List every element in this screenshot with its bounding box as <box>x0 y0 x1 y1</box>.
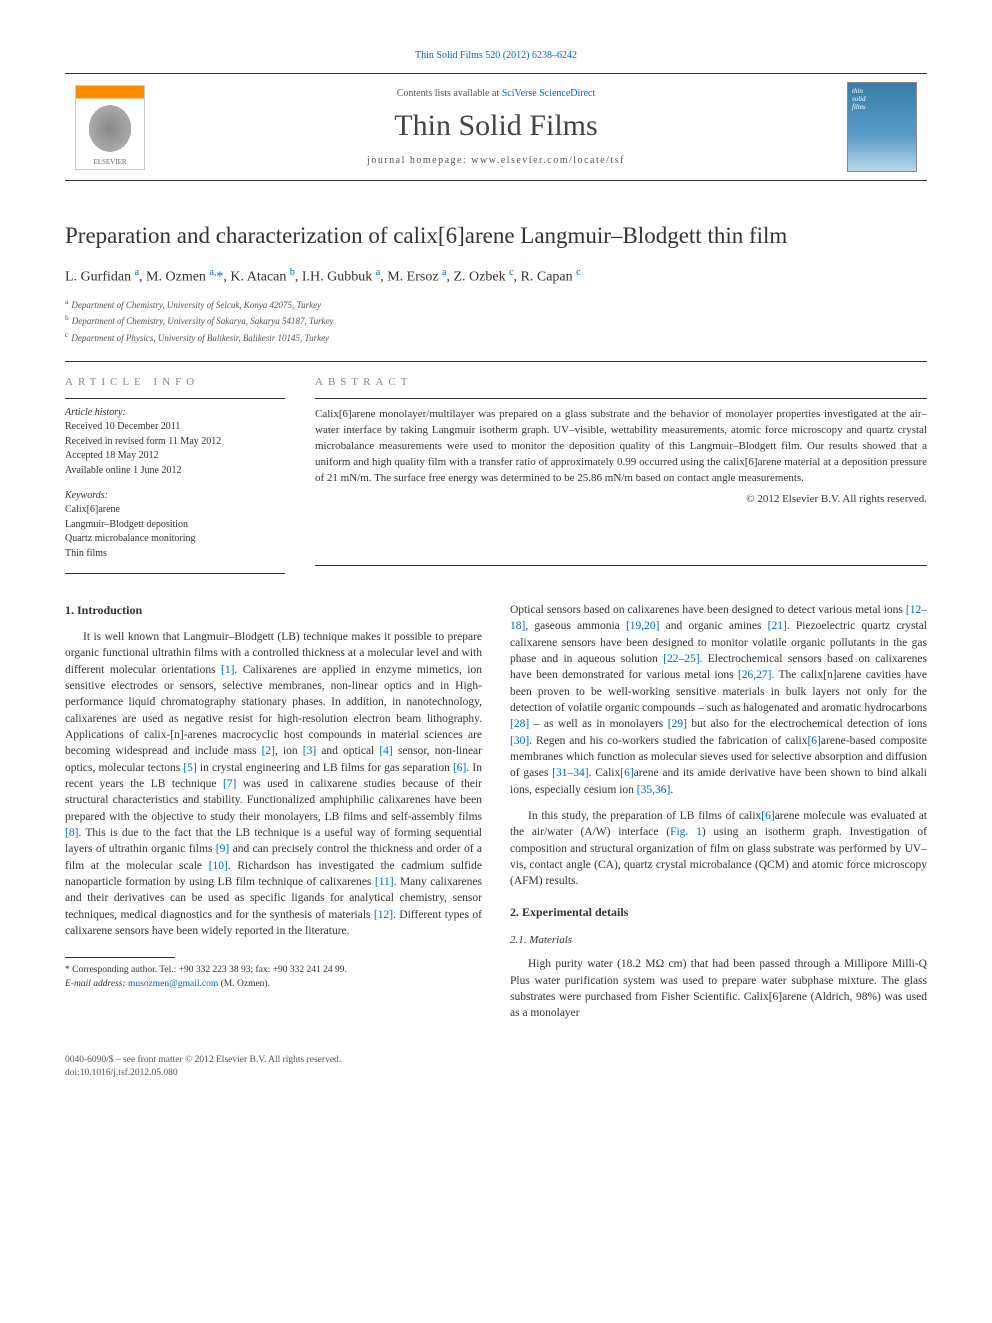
corr-author-line: * Corresponding author. Tel.: +90 332 22… <box>65 964 482 977</box>
elsevier-logo: ELSEVIER <box>75 85 145 170</box>
abstract-copyright: © 2012 Elsevier B.V. All rights reserved… <box>315 493 927 505</box>
email-suffix: (M. Ozmen). <box>218 979 270 989</box>
keywords-list: Calix[6]arene Langmuir–Blodgett depositi… <box>65 503 285 561</box>
affiliation-c: Department of Physics, University of Bal… <box>71 333 329 343</box>
journal-cover: thin solid films <box>847 82 917 172</box>
intro-paragraph-2: Optical sensors based on calixarenes hav… <box>510 602 927 798</box>
publisher-name: ELSEVIER <box>93 158 126 166</box>
section-2-1-heading: 2.1. Materials <box>510 933 927 949</box>
history-dates: Received 10 December 2011 Received in re… <box>65 420 285 478</box>
abstract-heading: ABSTRACT <box>315 376 927 388</box>
journal-cover-area: thin solid films <box>837 74 927 180</box>
section-2-heading: 2. Experimental details <box>510 904 927 921</box>
affiliation-a: Department of Chemistry, University of S… <box>71 300 321 310</box>
abstract-text: Calix[6]arene monolayer/multilayer was p… <box>315 407 927 487</box>
elsevier-tree-icon <box>85 101 135 156</box>
header-center: Contents lists available at SciVerse Sci… <box>155 74 837 180</box>
sciencedirect-link[interactable]: SciVerse ScienceDirect <box>502 88 596 99</box>
received-date: Received 10 December 2011 <box>65 420 285 435</box>
affiliations: aDepartment of Chemistry, University of … <box>65 296 927 346</box>
keywords-heading: Keywords: <box>65 490 285 501</box>
journal-header: ELSEVIER Contents lists available at Sci… <box>65 73 927 181</box>
corresponding-author-footnote: * Corresponding author. Tel.: +90 332 22… <box>65 964 482 991</box>
cover-word-1: thin <box>852 87 912 95</box>
keyword: Calix[6]arene <box>65 503 285 518</box>
article-info-column: ARTICLE INFO Article history: Received 1… <box>65 376 285 574</box>
article-title: Preparation and characterization of cali… <box>65 221 927 251</box>
keyword: Thin films <box>65 547 285 562</box>
revised-date: Received in revised form 11 May 2012 <box>65 435 285 450</box>
affiliation-b: Department of Chemistry, University of S… <box>72 316 334 326</box>
section-1-heading: 1. Introduction <box>65 602 482 619</box>
body-column-left: 1. Introduction It is well known that La… <box>65 602 482 1032</box>
intro-paragraph-1: It is well known that Langmuir–Blodgett … <box>65 629 482 939</box>
cover-word-3: films <box>852 103 912 111</box>
keyword: Quartz microbalance monitoring <box>65 532 285 547</box>
bottom-info: 0040-6090/$ – see front matter © 2012 El… <box>65 1054 927 1081</box>
authors-list: L. Gurfidan a, M. Ozmen a,*, K. Atacan b… <box>65 267 927 286</box>
intro-paragraph-3: In this study, the preparation of LB fil… <box>510 808 927 890</box>
online-date: Available online 1 June 2012 <box>65 464 285 479</box>
journal-name: Thin Solid Films <box>155 109 837 143</box>
accepted-date: Accepted 18 May 2012 <box>65 449 285 464</box>
journal-citation[interactable]: Thin Solid Films 520 (2012) 6238–6242 <box>65 50 927 61</box>
body-column-right: Optical sensors based on calixarenes hav… <box>510 602 927 1032</box>
cover-word-2: solid <box>852 95 912 103</box>
history-heading: Article history: <box>65 407 285 418</box>
contents-prefix: Contents lists available at <box>397 88 502 99</box>
body-columns: 1. Introduction It is well known that La… <box>65 602 927 1032</box>
publisher-logo-area: ELSEVIER <box>65 74 155 180</box>
materials-paragraph: High purity water (18.2 MΩ cm) that had … <box>510 956 927 1021</box>
email-label: E-mail address: <box>65 979 128 989</box>
article-info-heading: ARTICLE INFO <box>65 376 285 388</box>
contents-line: Contents lists available at SciVerse Sci… <box>155 88 837 99</box>
keyword: Langmuir–Blodgett deposition <box>65 518 285 533</box>
front-matter-line: 0040-6090/$ – see front matter © 2012 El… <box>65 1054 927 1067</box>
doi-line: doi:10.1016/j.tsf.2012.05.080 <box>65 1067 927 1080</box>
meta-abstract-row: ARTICLE INFO Article history: Received 1… <box>65 361 927 574</box>
journal-homepage: journal homepage: www.elsevier.com/locat… <box>155 155 837 166</box>
author-email-link[interactable]: musozmen@gmail.com <box>128 979 218 989</box>
abstract-column: ABSTRACT Calix[6]arene monolayer/multila… <box>315 376 927 574</box>
footnote-divider <box>65 957 175 958</box>
